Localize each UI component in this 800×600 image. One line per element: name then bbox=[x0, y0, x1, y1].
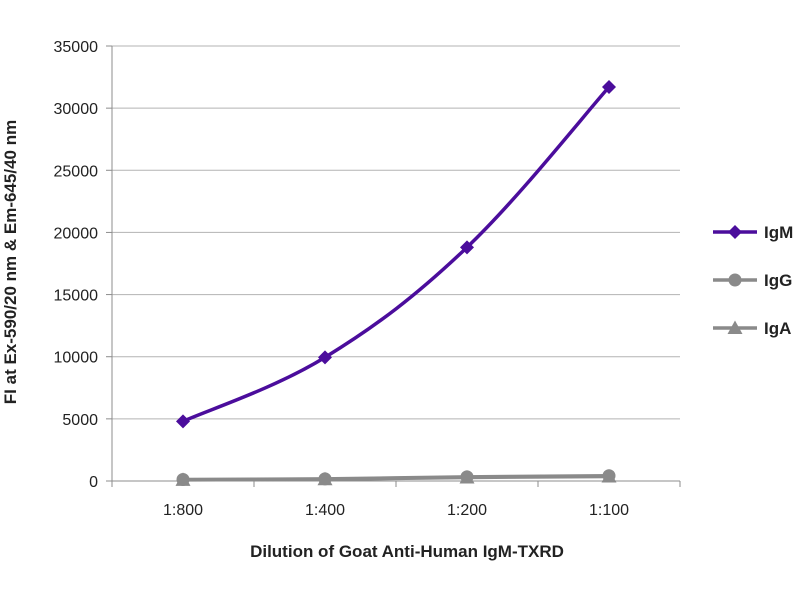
data-point-igg-2 bbox=[460, 470, 474, 484]
series-line-igm bbox=[181, 85, 611, 424]
data-point-igm-2 bbox=[460, 240, 474, 255]
y-tick-labels: 0 5000 10000 15000 20000 25000 30000 35000 bbox=[54, 39, 99, 491]
series-line-igg bbox=[181, 474, 611, 482]
legend-item-igg: IgG bbox=[713, 271, 792, 290]
x-tick-label: 1:400 bbox=[305, 502, 345, 519]
y-tick-label: 35000 bbox=[54, 39, 99, 56]
legend-marker-igm bbox=[728, 225, 742, 239]
x-axis-title: Dilution of Goat Anti-Human IgM-TXRD bbox=[250, 542, 564, 561]
x-tick-label: 1:800 bbox=[163, 502, 203, 519]
data-point-igm-1 bbox=[318, 350, 332, 365]
y-axis-title: FI at Ex-590/20 nm & Em-645/40 nm bbox=[1, 120, 20, 404]
series-lines bbox=[175, 80, 617, 487]
y-tick-label: 5000 bbox=[62, 412, 98, 429]
data-point-igm-0 bbox=[176, 414, 190, 429]
legend-marker-iga bbox=[727, 320, 743, 334]
data-point-igg-0 bbox=[176, 473, 190, 487]
legend-label-igm: IgM bbox=[764, 223, 793, 242]
y-tick-label: 20000 bbox=[54, 225, 99, 242]
y-tick-label: 0 bbox=[89, 474, 98, 491]
legend-label-iga: IgA bbox=[764, 319, 791, 338]
gridlines bbox=[112, 45, 680, 420]
legend-item-igm: IgM bbox=[713, 223, 793, 242]
x-tick-label: 1:200 bbox=[447, 502, 487, 519]
y-tick-label: 10000 bbox=[54, 350, 99, 367]
legend: IgM IgG IgA bbox=[713, 223, 793, 338]
axes bbox=[106, 45, 681, 487]
y-tick-label: 30000 bbox=[54, 101, 99, 118]
x-tick-label: 1:100 bbox=[589, 502, 629, 519]
legend-item-iga: IgA bbox=[713, 319, 791, 338]
series-igm bbox=[176, 80, 616, 429]
x-tick-labels: 1:800 1:400 1:200 1:100 bbox=[163, 502, 629, 519]
y-tick-label: 15000 bbox=[54, 288, 99, 305]
legend-marker-igg bbox=[728, 273, 742, 287]
y-tick-label: 25000 bbox=[54, 163, 99, 180]
series-igg bbox=[176, 469, 616, 487]
data-point-igg-1 bbox=[318, 472, 332, 486]
data-point-igm-3 bbox=[602, 80, 616, 95]
data-point-igg-3 bbox=[602, 469, 616, 483]
legend-label-igg: IgG bbox=[764, 271, 792, 290]
